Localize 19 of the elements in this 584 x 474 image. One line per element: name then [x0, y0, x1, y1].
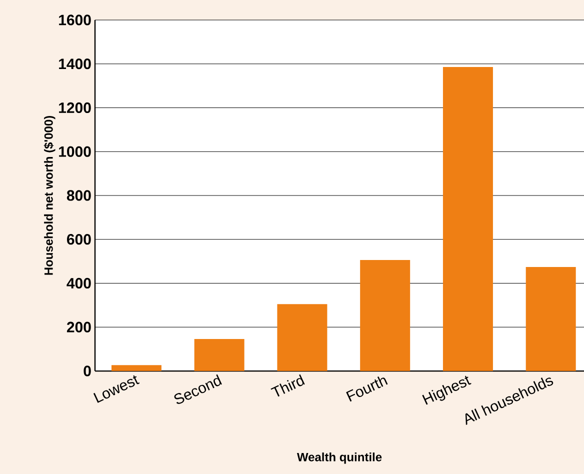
- y-tick-label: 600: [66, 234, 91, 245]
- y-tick-label: 800: [66, 190, 91, 201]
- y-tick-label: 200: [66, 322, 91, 332]
- y-tick-label: 1400: [59, 58, 91, 70]
- x-tick-label: Third: [270, 374, 305, 397]
- bar: [442, 66, 493, 371]
- y-tick-label: 1000: [59, 146, 91, 157]
- bar: [277, 304, 328, 371]
- y-tick-label: 1600: [59, 14, 91, 26]
- bar: [360, 260, 410, 371]
- x-axis-title: Wealth quintile: [296, 452, 382, 464]
- bar: [194, 338, 244, 371]
- y-tick-label: 0: [84, 366, 91, 376]
- y-tick-label: 1200: [59, 102, 91, 114]
- y-axis-title: Household net worth ($'000): [44, 116, 56, 275]
- bar: [526, 267, 576, 371]
- bar: [111, 365, 162, 371]
- x-tick-label: Fourth: [346, 376, 388, 402]
- y-tick-label: 400: [66, 278, 91, 289]
